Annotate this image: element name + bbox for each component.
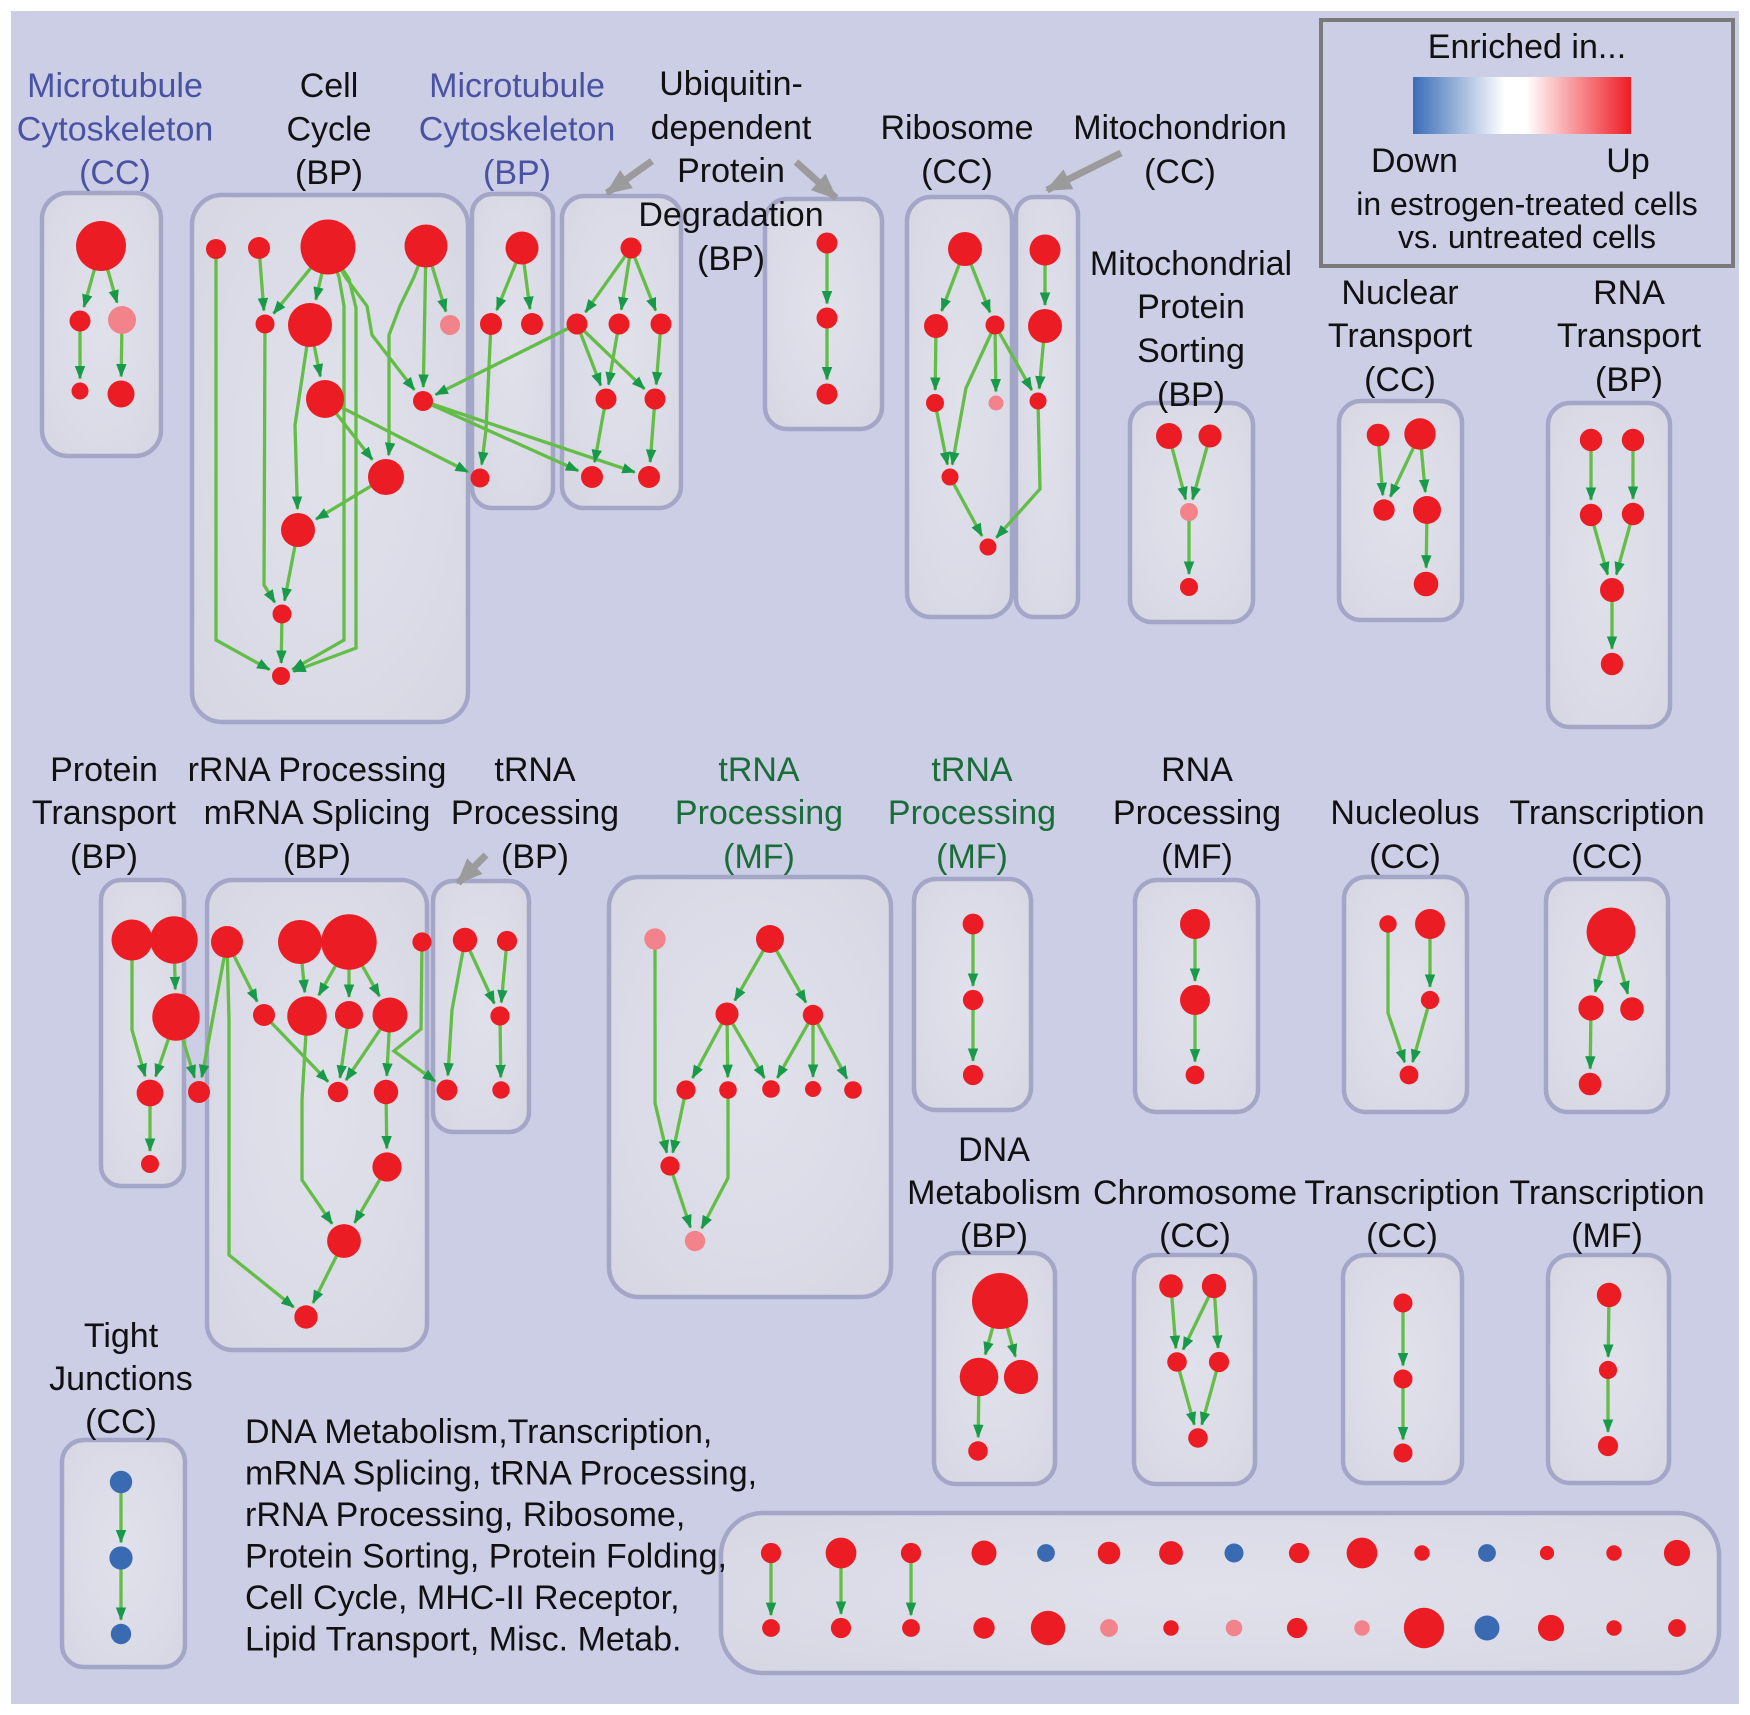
svg-text:(MF): (MF) xyxy=(1161,838,1233,876)
svg-text:Nuclear: Nuclear xyxy=(1341,274,1458,312)
svg-text:Microtubule: Microtubule xyxy=(429,67,605,105)
svg-text:mRNA Splicing, tRNA Processing: mRNA Splicing, tRNA Processing, xyxy=(245,1455,757,1493)
svg-text:Cycle: Cycle xyxy=(286,111,371,149)
svg-text:(CC): (CC) xyxy=(1366,1217,1438,1255)
svg-text:(CC): (CC) xyxy=(85,1403,157,1441)
svg-text:(CC): (CC) xyxy=(1144,153,1216,191)
svg-text:Protein: Protein xyxy=(677,152,785,190)
svg-text:in estrogen-treated cells: in estrogen-treated cells xyxy=(1356,186,1698,222)
svg-text:rRNA Processing: rRNA Processing xyxy=(188,751,447,789)
svg-text:Transport: Transport xyxy=(1328,317,1473,355)
svg-text:RNA: RNA xyxy=(1593,274,1665,312)
svg-text:(CC): (CC) xyxy=(1369,838,1441,876)
svg-text:Cell Cycle, MHC-II Receptor,: Cell Cycle, MHC-II Receptor, xyxy=(245,1579,680,1617)
svg-text:(CC): (CC) xyxy=(1364,361,1436,399)
svg-text:Processing: Processing xyxy=(451,794,619,832)
svg-text:Microtubule: Microtubule xyxy=(27,67,203,105)
svg-text:Ubiquitin-: Ubiquitin- xyxy=(659,65,803,103)
svg-text:(BP): (BP) xyxy=(501,838,569,876)
svg-text:Transcription: Transcription xyxy=(1509,1174,1704,1212)
svg-text:(CC): (CC) xyxy=(1571,838,1643,876)
svg-text:(BP): (BP) xyxy=(483,154,551,192)
svg-text:(BP): (BP) xyxy=(1157,376,1225,414)
svg-text:Junctions: Junctions xyxy=(49,1360,193,1398)
svg-text:Cell: Cell xyxy=(300,67,359,105)
svg-text:Metabolism: Metabolism xyxy=(907,1174,1081,1212)
svg-text:Sorting: Sorting xyxy=(1137,332,1245,370)
svg-text:Protein: Protein xyxy=(50,751,158,789)
svg-text:Protein Sorting, Protein Foldi: Protein Sorting, Protein Folding, xyxy=(245,1538,727,1576)
svg-text:Transcription: Transcription xyxy=(1304,1174,1499,1212)
svg-text:Nucleolus: Nucleolus xyxy=(1330,794,1479,832)
svg-text:DNA Metabolism,Transcription,: DNA Metabolism,Transcription, xyxy=(245,1413,712,1451)
svg-text:Up: Up xyxy=(1606,142,1649,180)
svg-text:Down: Down xyxy=(1371,142,1458,180)
svg-text:(BP): (BP) xyxy=(1595,361,1663,399)
svg-text:Protein: Protein xyxy=(1137,288,1245,326)
svg-text:(CC): (CC) xyxy=(79,154,151,192)
svg-text:Processing: Processing xyxy=(888,794,1056,832)
svg-text:(BP): (BP) xyxy=(283,838,351,876)
svg-text:Mitochondrion: Mitochondrion xyxy=(1073,109,1287,147)
svg-text:mRNA Splicing: mRNA Splicing xyxy=(204,794,431,832)
svg-text:Ribosome: Ribosome xyxy=(880,109,1033,147)
svg-text:DNA: DNA xyxy=(958,1131,1030,1169)
svg-text:(BP): (BP) xyxy=(697,240,765,278)
svg-text:Transport: Transport xyxy=(32,794,177,832)
svg-text:Cytoskeleton: Cytoskeleton xyxy=(419,111,616,149)
svg-text:tRNA: tRNA xyxy=(931,751,1013,789)
svg-text:dependent: dependent xyxy=(651,109,812,147)
svg-text:RNA: RNA xyxy=(1161,751,1233,789)
svg-text:Enriched in...: Enriched in... xyxy=(1428,28,1626,66)
svg-text:(BP): (BP) xyxy=(70,838,138,876)
svg-text:(MF): (MF) xyxy=(936,838,1008,876)
svg-text:tRNA: tRNA xyxy=(718,751,800,789)
svg-text:(MF): (MF) xyxy=(1571,1217,1643,1255)
svg-text:rRNA Processing, Ribosome,: rRNA Processing, Ribosome, xyxy=(245,1496,685,1534)
svg-text:(BP): (BP) xyxy=(295,154,363,192)
svg-text:Processing: Processing xyxy=(675,794,843,832)
svg-text:Tight: Tight xyxy=(84,1317,159,1355)
svg-text:(MF): (MF) xyxy=(723,838,795,876)
svg-text:tRNA: tRNA xyxy=(494,751,576,789)
svg-text:Chromosome: Chromosome xyxy=(1093,1174,1297,1212)
svg-text:(CC): (CC) xyxy=(1159,1217,1231,1255)
svg-text:Cytoskeleton: Cytoskeleton xyxy=(17,111,214,149)
svg-text:Processing: Processing xyxy=(1113,794,1281,832)
svg-text:Mitochondrial: Mitochondrial xyxy=(1090,245,1292,283)
svg-text:Transcription: Transcription xyxy=(1509,794,1704,832)
svg-text:Lipid Transport, Misc. Metab.: Lipid Transport, Misc. Metab. xyxy=(245,1621,682,1659)
svg-text:(BP): (BP) xyxy=(960,1217,1028,1255)
svg-text:Degradation: Degradation xyxy=(638,196,823,234)
svg-text:vs. untreated cells: vs. untreated cells xyxy=(1398,219,1656,255)
svg-text:Transport: Transport xyxy=(1557,317,1702,355)
svg-text:(CC): (CC) xyxy=(921,153,993,191)
